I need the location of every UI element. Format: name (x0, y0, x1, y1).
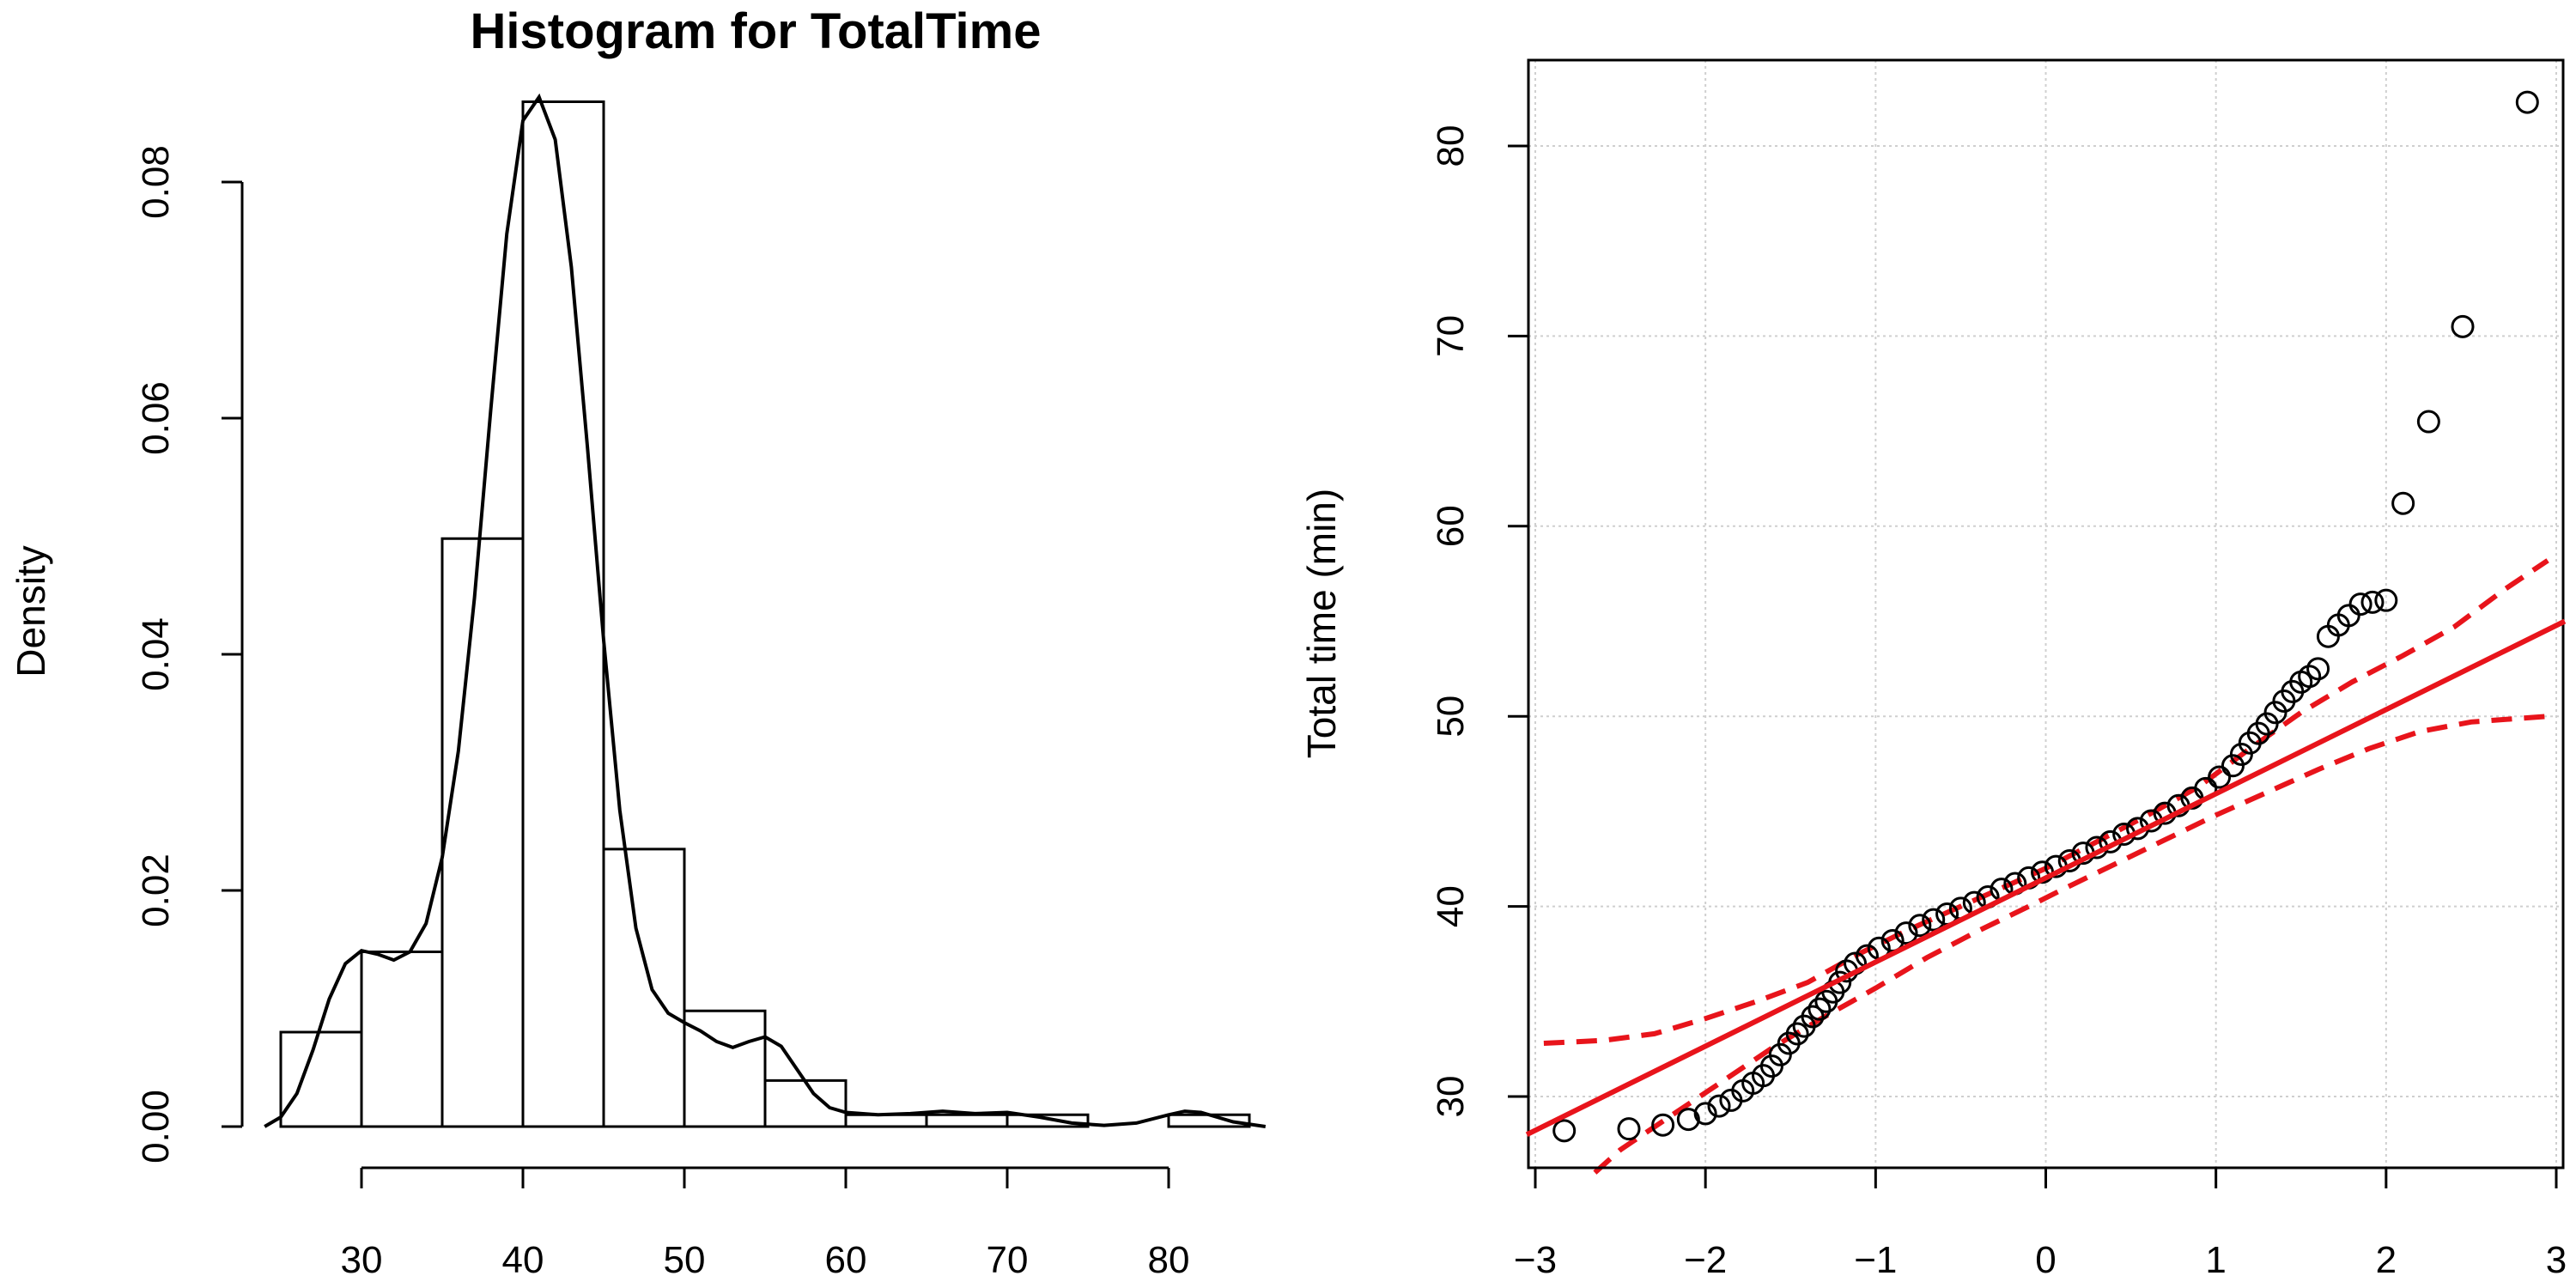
histogram-y-tick-label: 0.00 (135, 1090, 177, 1163)
qq-point (1693, 1102, 1717, 1126)
histogram-bar (844, 1113, 928, 1128)
histogram-bar (1005, 1113, 1090, 1128)
density-curve (264, 93, 1267, 1128)
confidence-band-lower (1593, 714, 2549, 1175)
histogram-title: Histogram for TotalTime (471, 3, 1042, 59)
histogram-bars (279, 100, 1251, 1128)
qq-point (2374, 588, 2398, 612)
qq-x-tick-label: −2 (1684, 1239, 1727, 1281)
histogram-y-axis: 0.00 0.02 0.04 0.06 0.08 (135, 145, 244, 1163)
qq-y-tick-label: 30 (1430, 1076, 1472, 1118)
histogram-y-tick-label: 0.02 (135, 854, 177, 927)
histogram-x-tick-label: 30 (341, 1239, 383, 1281)
qq-point (1552, 1119, 1577, 1143)
qq-point (1676, 1108, 1700, 1132)
qq-grid (1528, 60, 2563, 1168)
qq-x-tick-label: 2 (2376, 1239, 2397, 1281)
qq-x-tick-label: 3 (2546, 1239, 2567, 1281)
qq-point (1894, 921, 1918, 945)
histogram-bar (440, 537, 525, 1128)
histogram-x-axis: 30 40 50 60 70 80 (341, 1166, 1190, 1281)
qq-point (1617, 1117, 1641, 1141)
histogram-bar (602, 848, 686, 1128)
qq-x-tick-label: 0 (2035, 1239, 2056, 1281)
histogram-y-tick-label: 0.08 (135, 145, 177, 219)
qq-y-axis: 30 40 50 60 70 80 (1430, 125, 1528, 1118)
histogram-bar (521, 100, 605, 1128)
histogram-bar (279, 1030, 363, 1128)
qq-x-tick-label: −1 (1854, 1239, 1897, 1281)
qq-point (1651, 1113, 1675, 1137)
qq-point (1922, 908, 1946, 932)
qq-y-tick-label: 60 (1430, 505, 1472, 547)
qq-point (2298, 665, 2322, 689)
histogram-x-tick-label: 70 (987, 1239, 1029, 1281)
qq-y-tick-label: 40 (1430, 885, 1472, 927)
qq-x-axis: −3 −2 −1 0 1 2 3 (1514, 1166, 2567, 1281)
histogram-x-tick-label: 40 (502, 1239, 544, 1281)
histogram-x-tick-label: 60 (825, 1239, 867, 1281)
qq-point (1807, 997, 1832, 1021)
qq-y-axis-title: Total time (min) (1299, 489, 1344, 758)
qq-point (2348, 592, 2372, 617)
qq-y-tick-label: 70 (1430, 315, 1472, 357)
qq-plot: Total time (min) −3 −2 −1 0 1 2 3 30 40 50 60 70 80 (1299, 58, 2567, 1281)
qq-points (1552, 90, 2539, 1143)
histogram-y-tick-label: 0.06 (135, 381, 177, 455)
qq-point (2515, 90, 2539, 114)
histogram-y-axis-title: Density (9, 545, 53, 677)
qq-x-tick-label: 1 (2205, 1239, 2226, 1281)
histogram-x-tick-label: 50 (664, 1239, 706, 1281)
qq-x-tick-label: −3 (1514, 1239, 1557, 1281)
histogram-bar (360, 951, 444, 1128)
qq-y-tick-label: 50 (1430, 696, 1472, 738)
qq-point (2360, 590, 2385, 614)
histogram-bar (683, 1009, 767, 1128)
histogram-chart: Histogram for TotalTime Density 30 40 50 60… (9, 3, 1267, 1281)
histogram-y-tick-label: 0.04 (135, 617, 177, 691)
qq-point (1908, 914, 1932, 938)
qq-point (2391, 491, 2415, 515)
qq-point (2208, 765, 2232, 789)
qq-point (2451, 314, 2475, 338)
qq-point (1801, 1005, 1825, 1029)
qq-point (1707, 1094, 1731, 1118)
histogram-bar (925, 1113, 1009, 1128)
histogram-bar (763, 1078, 848, 1128)
qq-point (1785, 1022, 1809, 1046)
qq-y-tick-label: 80 (1430, 125, 1472, 167)
histogram-x-tick-label: 80 (1148, 1239, 1190, 1281)
qq-point (2306, 657, 2330, 681)
reference-line (1525, 618, 2567, 1137)
qq-point (2416, 410, 2440, 434)
